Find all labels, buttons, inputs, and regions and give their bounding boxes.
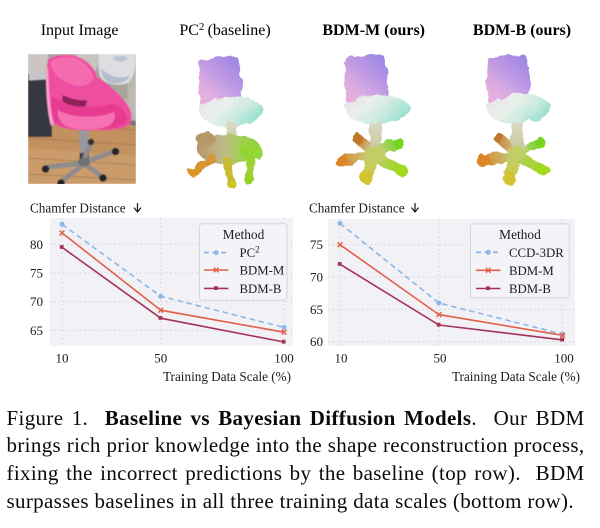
svg-text:BDM-M: BDM-M bbox=[240, 264, 285, 278]
svg-text:BDM-M: BDM-M bbox=[509, 264, 554, 278]
svg-text:60: 60 bbox=[310, 334, 323, 349]
svg-text:CCD-3DR: CCD-3DR bbox=[509, 246, 564, 260]
svg-text:50: 50 bbox=[154, 351, 167, 366]
svg-text:BDM-B: BDM-B bbox=[509, 282, 551, 296]
svg-text:50: 50 bbox=[434, 351, 447, 366]
svg-text:Training Data Scale (%): Training Data Scale (%) bbox=[163, 369, 291, 384]
svg-text:10: 10 bbox=[56, 351, 69, 366]
svg-text:70: 70 bbox=[310, 270, 323, 285]
svg-text:BDM-B: BDM-B bbox=[240, 282, 282, 296]
svg-text:75: 75 bbox=[30, 266, 43, 281]
svg-text:Method: Method bbox=[223, 227, 265, 242]
svg-text:65: 65 bbox=[30, 323, 43, 338]
svg-text:75: 75 bbox=[310, 237, 323, 252]
svg-text:10: 10 bbox=[335, 351, 348, 366]
svg-text:65: 65 bbox=[310, 302, 323, 317]
svg-text:70: 70 bbox=[30, 294, 43, 309]
svg-text:80: 80 bbox=[30, 237, 43, 252]
svg-text:100: 100 bbox=[554, 351, 574, 366]
svg-text:Chamfer Distance: Chamfer Distance bbox=[30, 200, 126, 215]
svg-text:100: 100 bbox=[274, 351, 294, 366]
svg-text:Method: Method bbox=[499, 227, 541, 242]
svg-text:Training Data Scale (%): Training Data Scale (%) bbox=[452, 369, 580, 384]
svg-text:Chamfer Distance: Chamfer Distance bbox=[309, 200, 405, 215]
svg-text:PC2: PC2 bbox=[240, 245, 260, 261]
